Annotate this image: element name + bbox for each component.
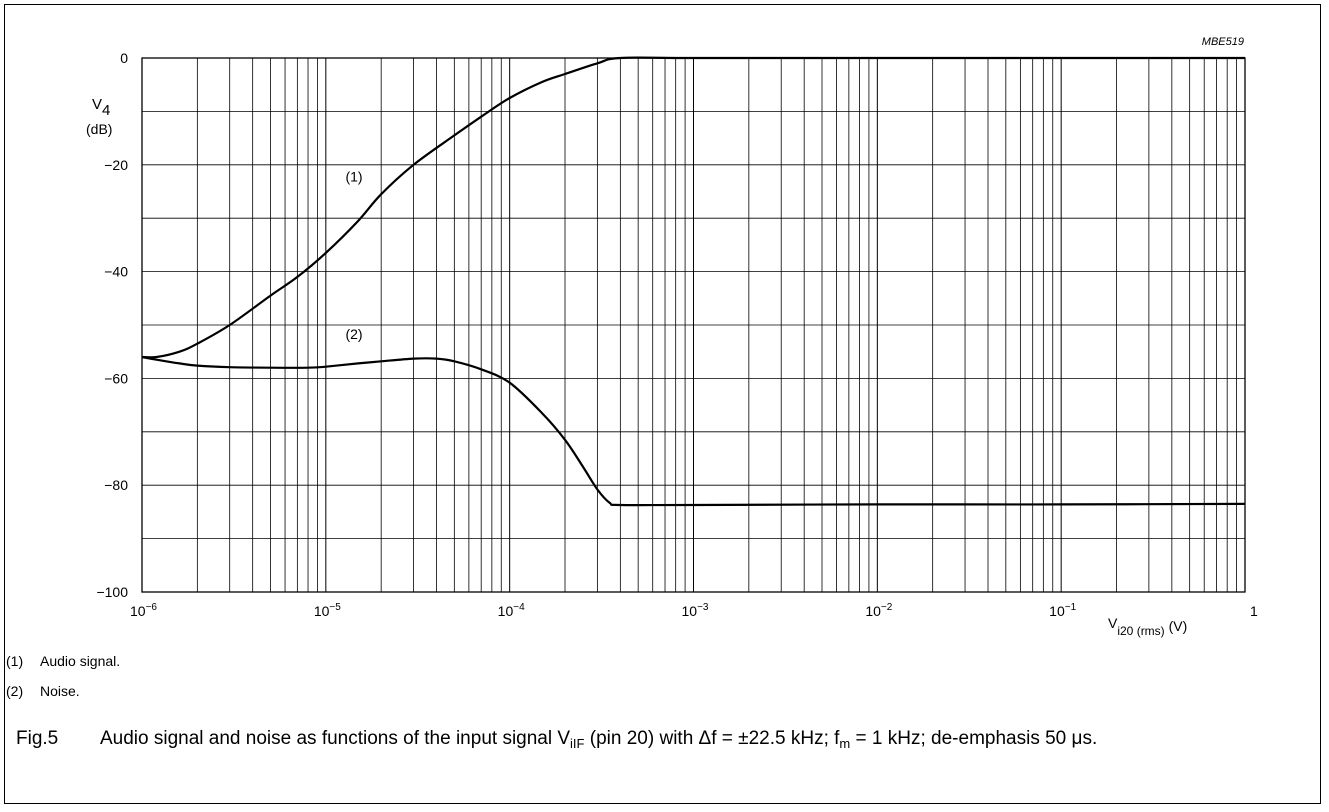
y-tick-label: 0 xyxy=(120,50,128,66)
grid xyxy=(142,58,1245,592)
x-tick-exponent: −1 xyxy=(1065,602,1077,613)
figure-number: Fig.5 xyxy=(16,728,59,749)
x-axis-subscript: i20 (rms) xyxy=(1117,624,1164,638)
x-tick-exponent: −6 xyxy=(146,602,158,613)
caption-subscript: m xyxy=(839,736,851,751)
x-tick-label: 10−6 xyxy=(130,602,157,619)
x-tick-exponent: −3 xyxy=(697,602,709,613)
x-tick-base: 10 xyxy=(130,603,146,619)
x-tick-base: 10 xyxy=(682,603,698,619)
x-tick-exponent: −2 xyxy=(881,602,893,613)
x-tick-label: 10−1 xyxy=(1049,602,1076,619)
series-group xyxy=(141,56,1246,507)
figure-caption-text: Audio signal and noise as functions of t… xyxy=(100,724,1280,759)
note-2-text: Noise. xyxy=(40,683,80,699)
caption-part: = 1 kHz; de-emphasis 50 μs. xyxy=(850,728,1098,749)
notes: (1) Audio signal. (2) Noise. xyxy=(6,646,120,706)
series-line-2 xyxy=(141,355,1246,507)
series-annotation-2: (2) xyxy=(345,326,362,342)
x-axis-unit: (V) xyxy=(1165,618,1188,634)
x-tick-exponent: −5 xyxy=(329,602,341,613)
x-tick-base: 10 xyxy=(1049,603,1065,619)
y-tick-label: −60 xyxy=(104,370,128,386)
x-axis-label: Vi20 (rms) (V) xyxy=(1108,615,1187,638)
x-tick-label: 10−4 xyxy=(498,602,525,619)
y-axis-unit: (dB) xyxy=(86,121,112,137)
caption-part: Audio signal and noise as functions of t… xyxy=(100,728,571,749)
series-annotation-1: (1) xyxy=(345,169,362,185)
caption-part: (pin 20) with Δf = ±22.5 kHz; f xyxy=(584,728,840,749)
x-tick-base: 10 xyxy=(865,603,881,619)
x-tick-label: 10−2 xyxy=(865,602,892,619)
y-tick-label: −20 xyxy=(104,157,128,173)
y-tick-label: −40 xyxy=(104,264,128,280)
x-tick-label: 10−5 xyxy=(314,602,341,619)
y-axis-symbol: V xyxy=(92,96,102,113)
x-tick-label: 10−3 xyxy=(682,602,709,619)
x-tick-base: 10 xyxy=(498,603,514,619)
x-axis-symbol: V xyxy=(1108,615,1118,631)
y-tick-label: −100 xyxy=(96,584,128,600)
y-axis-subscript: 4 xyxy=(102,102,110,119)
caption-subscript: iIF xyxy=(570,736,585,751)
note-1-number: (1) xyxy=(6,653,24,669)
x-tick-base: 1 xyxy=(1250,603,1258,619)
note-2-number: (2) xyxy=(6,683,24,699)
note-1-text: Audio signal. xyxy=(40,653,121,669)
series-line-1 xyxy=(141,56,1245,359)
note-2: (2) Noise. xyxy=(6,676,120,706)
y-axis-label: V4 xyxy=(92,96,110,119)
x-tick-exponent: −4 xyxy=(513,602,525,613)
y-tick-label: −80 xyxy=(104,477,128,493)
figure-caption: Fig.5 Audio signal and noise as function… xyxy=(16,724,1280,759)
x-tick-label: 1 xyxy=(1250,603,1258,619)
note-1: (1) Audio signal. xyxy=(6,646,120,676)
figure-frame xyxy=(4,4,1321,804)
figure-id: MBE519 xyxy=(1202,36,1244,48)
x-tick-base: 10 xyxy=(314,603,330,619)
